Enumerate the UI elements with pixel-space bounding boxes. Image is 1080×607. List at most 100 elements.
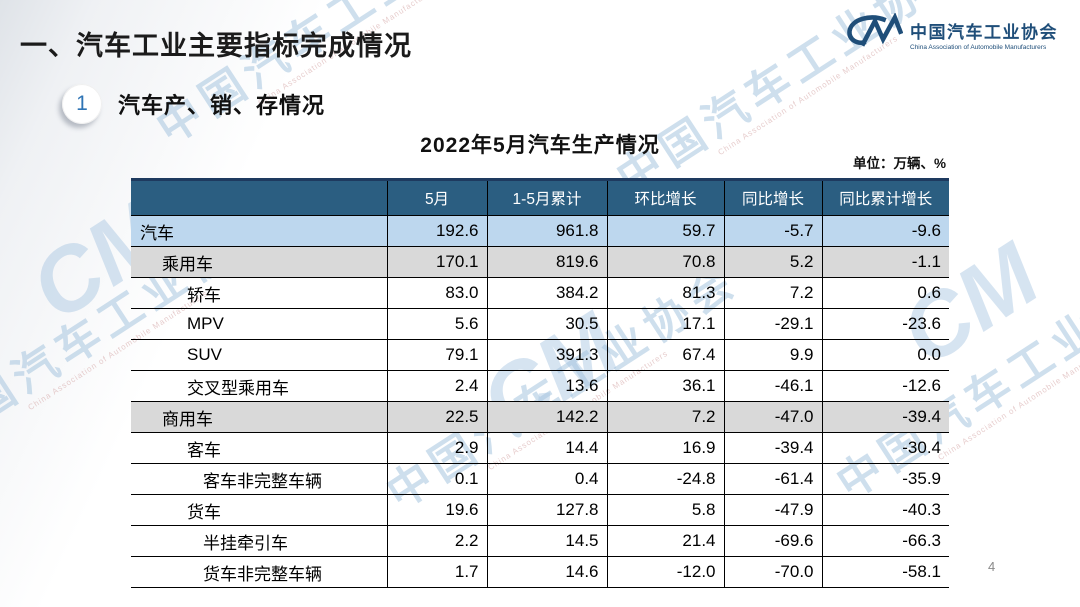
table-row: 商用车 22.5 142.2 7.2 -47.0 -39.4 [131,401,949,433]
data-cell: -35.9 [821,463,949,495]
table-row: 乘用车 170.1 819.6 70.8 5.2 -1.1 [131,246,949,278]
data-cell: 2.2 [386,525,488,557]
data-cell: -30.4 [821,432,949,464]
page-title: 一、汽车工业主要指标完成情况 [20,31,412,61]
table-row: 轿车 83.0 384.2 81.3 7.2 0.6 [131,277,949,309]
data-cell: -61.4 [723,463,823,495]
data-cell: 0.0 [821,339,949,371]
data-cell: 192.6 [386,215,488,247]
caam-logo: 中国汽车工业协会 China Association of Automobile… [845,12,1058,56]
watermark-subtext: China Association of Automobile Manufact… [936,338,1080,463]
row-label: 货车非完整车辆 [131,556,388,588]
data-cell: -24.8 [606,463,725,495]
header-cell: 同比增长 [723,178,823,216]
row-label: 客车 [131,432,388,464]
data-cell: 81.3 [606,277,725,309]
row-label: 货车 [131,494,388,526]
data-cell: 819.6 [486,246,608,278]
data-cell: 5.8 [606,494,725,526]
data-cell: 9.9 [723,339,823,371]
data-cell: -12.0 [606,556,725,588]
row-label: 半挂牵引车 [131,525,388,557]
data-cell: 391.3 [486,339,608,371]
production-table: 5月 1-5月累计 环比增长 同比增长 同比累计增长 汽车 192.6 961.… [131,178,949,588]
data-cell: 0.4 [486,463,608,495]
data-cell: -47.0 [723,401,823,433]
section-title: 汽车产、销、存情况 [118,93,326,118]
data-cell: 70.8 [606,246,725,278]
data-cell: -9.6 [821,215,949,247]
row-label: SUV [131,339,388,371]
row-label: 乘用车 [131,246,388,278]
table-row: 客车非完整车辆 0.1 0.4 -24.8 -61.4 -35.9 [131,463,949,495]
header-cell: 同比累计增长 [821,178,949,216]
table-row: 交叉型乘用车 2.4 13.6 36.1 -46.1 -12.6 [131,370,949,402]
header-cell: 1-5月累计 [486,178,608,216]
data-cell: 21.4 [606,525,725,557]
data-cell: 17.1 [606,308,725,340]
table-row: 客车 2.9 14.4 16.9 -39.4 -30.4 [131,432,949,464]
data-cell: -12.6 [821,370,949,402]
data-cell: 961.8 [486,215,608,247]
data-cell: 7.2 [723,277,823,309]
data-cell: -47.9 [723,494,823,526]
data-cell: 22.5 [386,401,488,433]
data-cell: -58.1 [821,556,949,588]
data-cell: -39.4 [821,401,949,433]
data-cell: 0.1 [386,463,488,495]
data-cell: 14.5 [486,525,608,557]
data-cell: 7.2 [606,401,725,433]
data-cell: 14.4 [486,432,608,464]
logo-name-en: China Association of Automobile Manufact… [910,44,1047,51]
data-cell: 30.5 [486,308,608,340]
header-cell: 5月 [386,178,488,216]
data-cell: 19.6 [386,494,488,526]
data-cell: 59.7 [606,215,725,247]
data-cell: -66.3 [821,525,949,557]
data-cell: 67.4 [606,339,725,371]
logo-name-cn: 中国汽车工业协会 [910,23,1058,42]
row-label: 轿车 [131,277,388,309]
unit-note: 单位：万辆、% [852,156,946,171]
section-heading: 1 汽车产、销、存情况 [62,84,325,124]
cm-logo-icon [845,12,904,56]
row-label: 汽车 [131,215,388,247]
table-row: 货车非完整车辆 1.7 14.6 -12.0 -70.0 -58.1 [131,556,949,588]
data-cell: -23.6 [821,308,949,340]
data-cell: 0.6 [821,277,949,309]
data-cell: -46.1 [723,370,823,402]
header-cell [131,178,388,216]
section-number-badge: 1 [62,84,102,124]
data-cell: 13.6 [486,370,608,402]
table-title: 2022年5月汽车生产情况 [420,134,660,157]
data-cell: 36.1 [606,370,725,402]
table-row: 半挂牵引车 2.2 14.5 21.4 -69.6 -66.3 [131,525,949,557]
data-cell: 5.6 [386,308,488,340]
data-cell: -5.7 [723,215,823,247]
data-cell: 2.9 [386,432,488,464]
data-cell: -29.1 [723,308,823,340]
data-cell: -39.4 [723,432,823,464]
row-label: 商用车 [131,401,388,433]
data-cell: 2.4 [386,370,488,402]
data-cell: -40.3 [821,494,949,526]
page-number: 4 [988,559,996,574]
data-cell: 79.1 [386,339,488,371]
table-row: 货车 19.6 127.8 5.8 -47.9 -40.3 [131,494,949,526]
data-cell: -70.0 [723,556,823,588]
row-label: 交叉型乘用车 [131,370,388,402]
data-cell: 170.1 [386,246,488,278]
table-row: MPV 5.6 30.5 17.1 -29.1 -23.6 [131,308,949,340]
table-row: SUV 79.1 391.3 67.4 9.9 0.0 [131,339,949,371]
data-cell: 384.2 [486,277,608,309]
table-header-row: 5月 1-5月累计 环比增长 同比增长 同比累计增长 [131,178,949,216]
table-row: 汽车 192.6 961.8 59.7 -5.7 -9.6 [131,215,949,247]
row-label: 客车非完整车辆 [131,463,388,495]
data-cell: 5.2 [723,246,823,278]
header-cell: 环比增长 [606,178,725,216]
data-cell: -69.6 [723,525,823,557]
row-label: MPV [131,308,388,340]
data-cell: -1.1 [821,246,949,278]
data-cell: 142.2 [486,401,608,433]
data-cell: 83.0 [386,277,488,309]
